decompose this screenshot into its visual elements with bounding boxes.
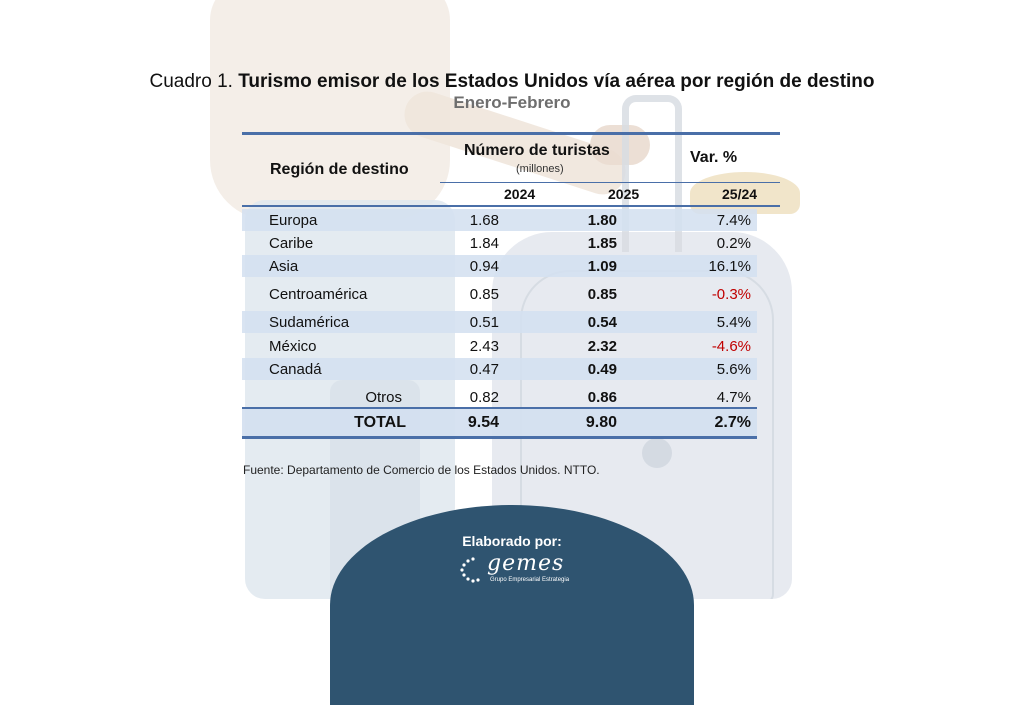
logo-subtitle: Grupo Empresarial Estrategia bbox=[490, 577, 570, 583]
row-variation: -0.3% bbox=[711, 286, 751, 303]
row-value-2025: 0.86 bbox=[587, 389, 617, 406]
row-region: México bbox=[269, 338, 317, 355]
title-prefix: Cuadro 1. bbox=[149, 71, 233, 92]
row-value-2024: 0.94 bbox=[469, 258, 499, 275]
row-region: Canadá bbox=[269, 361, 322, 378]
background-hat bbox=[690, 172, 800, 214]
table-row: Asia 0.94 1.09 16.1% bbox=[242, 255, 757, 277]
header-tourists: Número de turistas bbox=[464, 142, 610, 159]
header-year-2025: 2025 bbox=[608, 186, 640, 202]
table-row: Centroamérica 0.85 0.85 -0.3% bbox=[242, 278, 757, 310]
header-variation: Var. % bbox=[690, 149, 738, 166]
row-variation: -4.6% bbox=[711, 338, 751, 355]
row-value-2025: 1.09 bbox=[587, 258, 617, 275]
background-suitcase-handle bbox=[622, 95, 682, 252]
logo-text: gemes bbox=[487, 551, 565, 576]
header-variation-period: 25/24 bbox=[722, 186, 758, 202]
row-value-2024: 0.82 bbox=[469, 389, 499, 406]
row-value-2025: 0.49 bbox=[587, 361, 617, 378]
total-2024: 9.54 bbox=[467, 414, 499, 431]
row-variation: 0.2% bbox=[716, 235, 751, 252]
background-wheel bbox=[642, 438, 672, 468]
header-year-2024: 2024 bbox=[504, 186, 536, 202]
row-value-2025: 1.85 bbox=[587, 235, 617, 252]
row-variation: 16.1% bbox=[708, 258, 751, 275]
page-title: Cuadro 1. Turismo emisor de los Estados … bbox=[0, 71, 1024, 93]
total-variation: 2.7% bbox=[714, 414, 751, 431]
row-value-2024: 0.85 bbox=[469, 286, 499, 303]
total-top-rule bbox=[242, 407, 757, 409]
total-row: TOTAL 9.54 9.80 2.7% bbox=[242, 409, 757, 436]
row-region: Asia bbox=[269, 258, 299, 275]
row-value-2025: 0.54 bbox=[587, 314, 617, 331]
row-value-2025: 2.32 bbox=[587, 338, 617, 355]
total-bottom-rule bbox=[242, 436, 757, 439]
total-label: TOTAL bbox=[354, 414, 406, 431]
page-subtitle: Enero-Febrero bbox=[453, 93, 571, 112]
source-note: Fuente: Departamento de Comercio de los … bbox=[243, 463, 600, 477]
table-top-rule bbox=[242, 132, 780, 135]
header-rule bbox=[440, 182, 780, 183]
row-value-2025: 0.85 bbox=[587, 286, 617, 303]
table-row: Caribe 1.84 1.85 0.2% bbox=[242, 232, 757, 254]
row-value-2025: 1.80 bbox=[587, 212, 617, 229]
row-region: Caribe bbox=[269, 235, 314, 252]
title-text: Turismo emisor de los Estados Unidos vía… bbox=[238, 71, 875, 92]
row-region: Sudamérica bbox=[269, 314, 350, 331]
table-row: Europa 1.68 1.80 7.4% bbox=[242, 209, 757, 231]
header-tourists-unit: (millones) bbox=[516, 163, 564, 175]
header-region: Región de destino bbox=[270, 161, 409, 178]
row-value-2024: 0.47 bbox=[469, 361, 499, 378]
row-value-2024: 2.43 bbox=[469, 338, 499, 355]
row-region: Europa bbox=[269, 212, 318, 229]
row-variation: 5.6% bbox=[716, 361, 751, 378]
table-row: Otros 0.82 0.86 4.7% bbox=[242, 384, 757, 410]
row-variation: 5.4% bbox=[716, 314, 751, 331]
table-row: México 2.43 2.32 -4.6% bbox=[242, 335, 757, 357]
row-value-2024: 0.51 bbox=[469, 314, 499, 331]
header-bottom-rule bbox=[242, 205, 780, 207]
footer-label: Elaborado por: bbox=[462, 533, 562, 549]
table-row: Canadá 0.47 0.49 5.6% bbox=[242, 358, 757, 380]
table-row: Sudamérica 0.51 0.54 5.4% bbox=[242, 311, 757, 333]
row-value-2024: 1.68 bbox=[469, 212, 499, 229]
row-value-2024: 1.84 bbox=[469, 235, 499, 252]
background-hand bbox=[590, 125, 650, 165]
row-region: Otros bbox=[365, 389, 402, 406]
row-region: Centroamérica bbox=[269, 286, 368, 303]
gemes-logo-icon bbox=[460, 557, 480, 583]
total-2025: 9.80 bbox=[585, 414, 617, 431]
row-variation: 7.4% bbox=[716, 212, 751, 229]
row-variation: 4.7% bbox=[716, 389, 751, 406]
